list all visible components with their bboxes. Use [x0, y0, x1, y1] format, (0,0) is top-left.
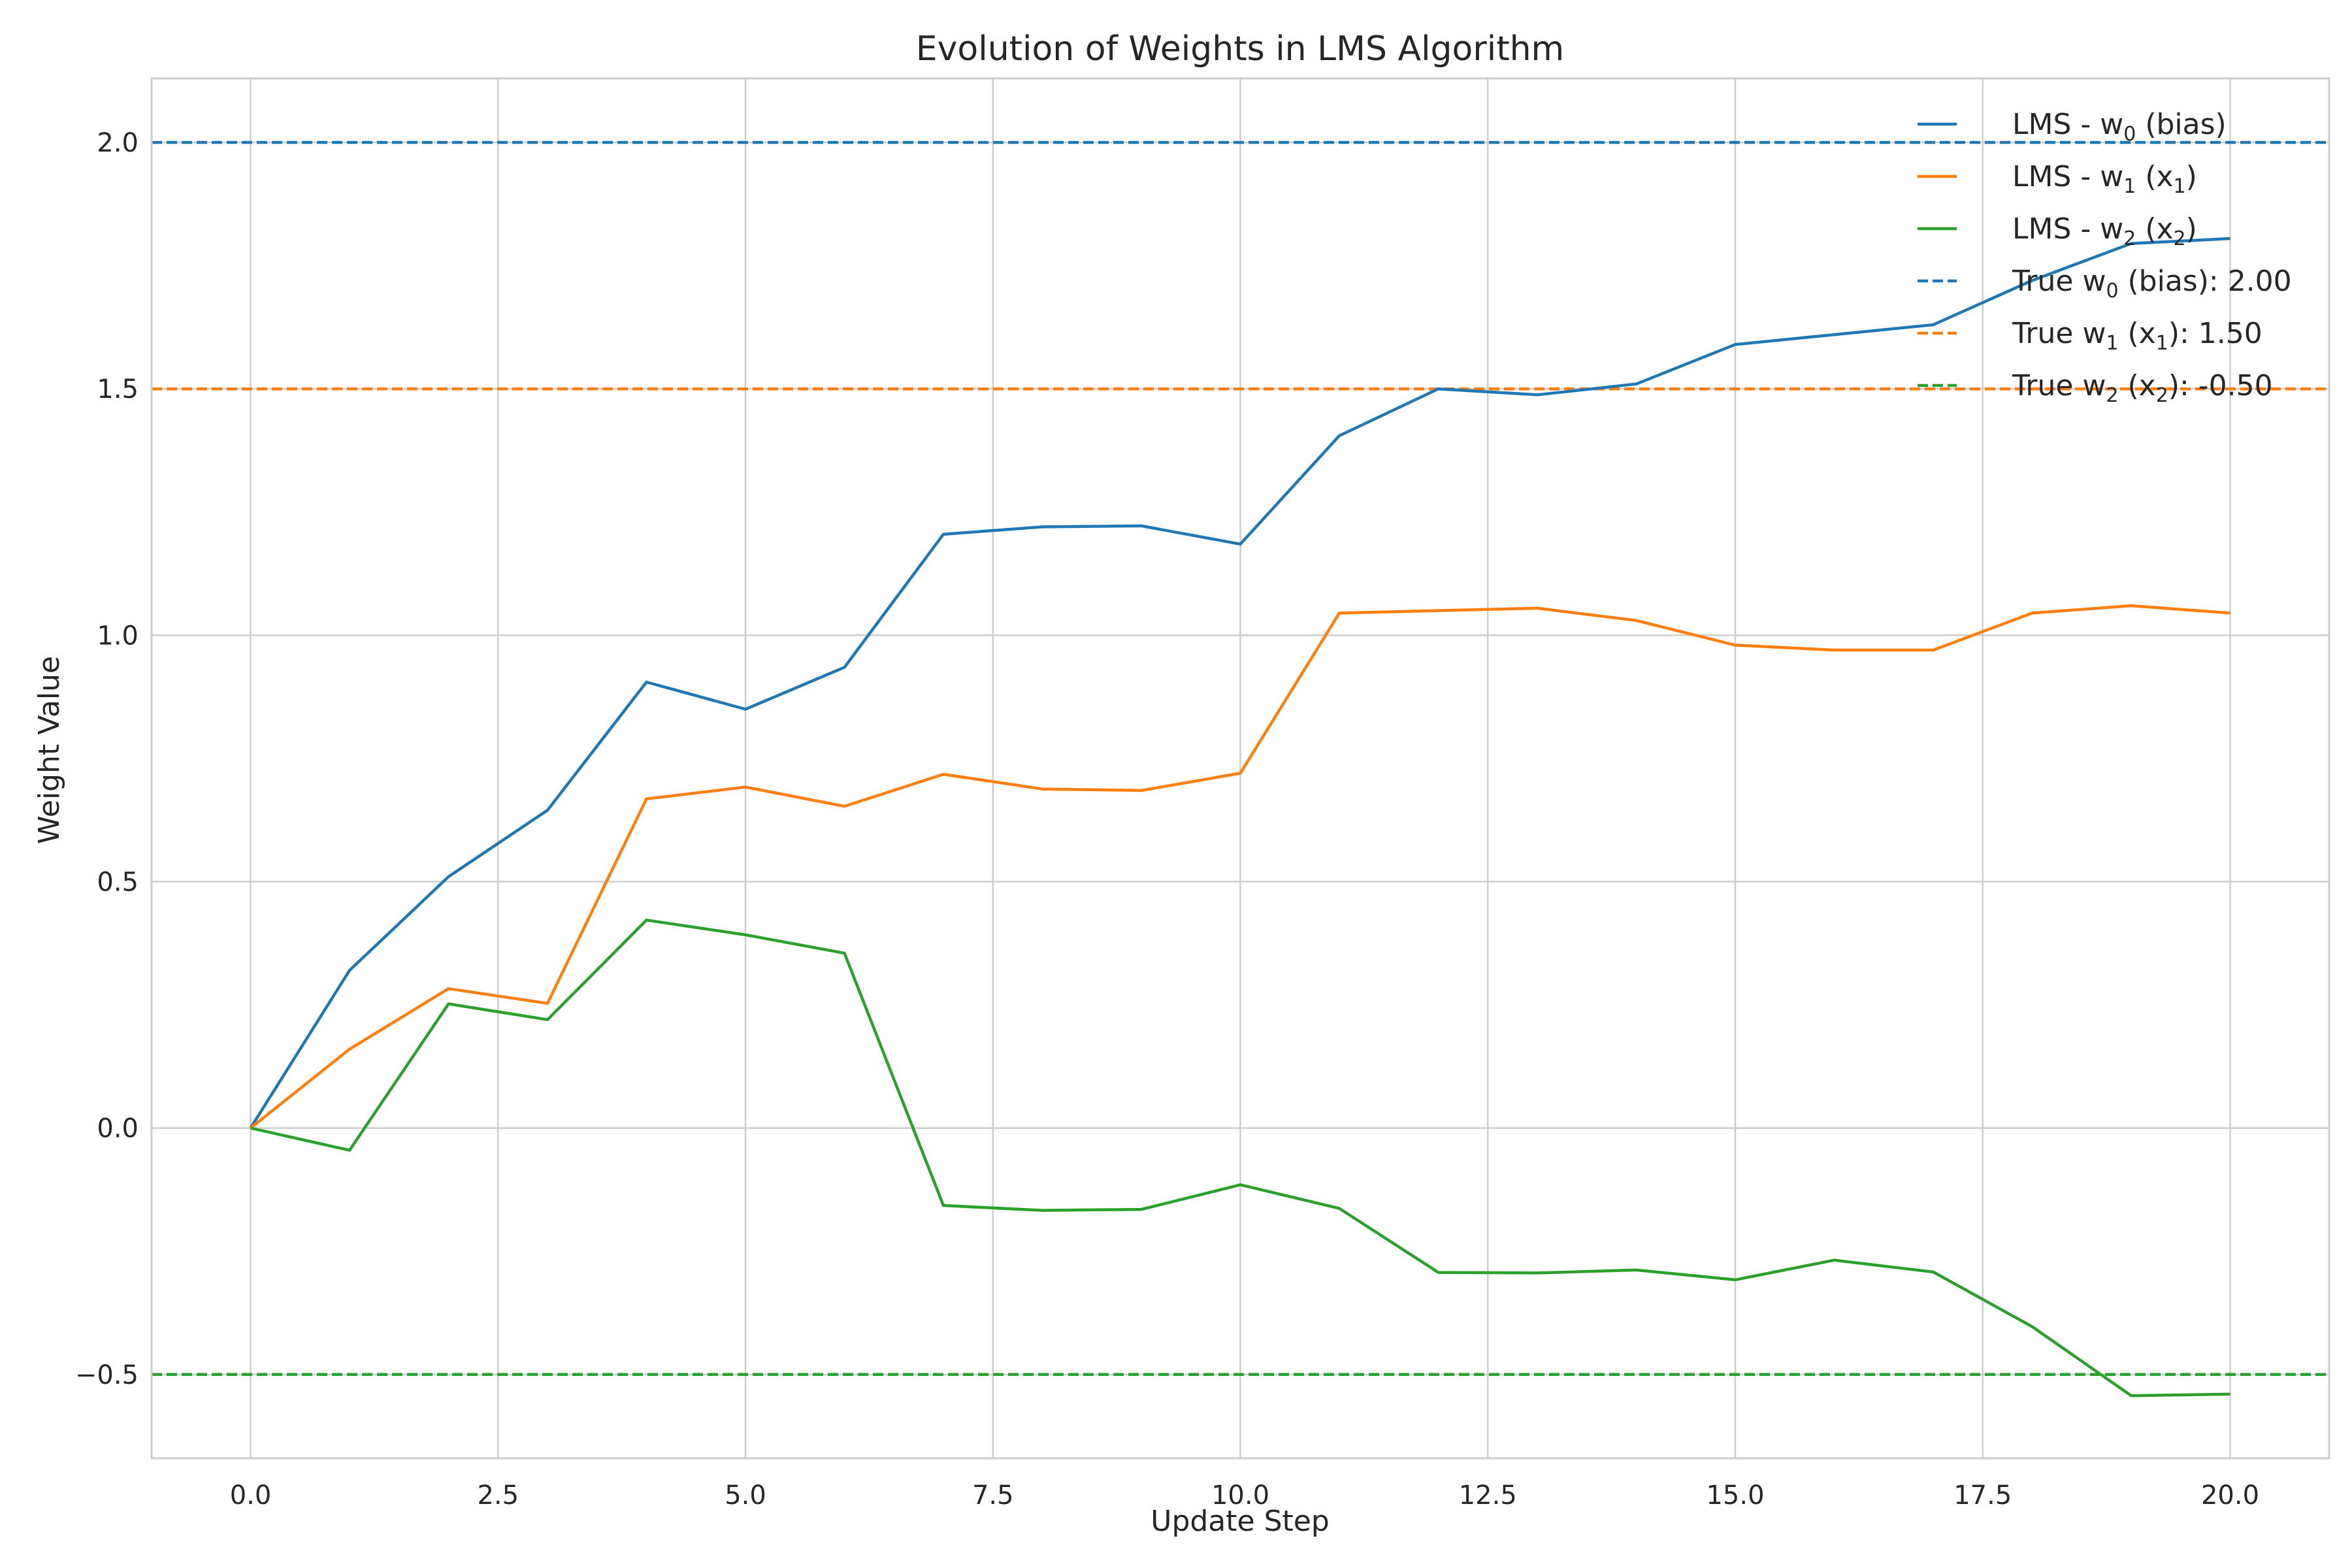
legend-label-1: LMS - w1 (x1): [2012, 160, 2197, 198]
series-line-2: [250, 919, 2230, 1397]
x-tick-label: 17.5: [1953, 1480, 2012, 1511]
series-lines: [249, 237, 2230, 1397]
y-tick-label: 1.0: [97, 621, 139, 651]
y-axis-label: Weight Value: [33, 656, 66, 844]
y-tick-label: −0.5: [75, 1360, 139, 1390]
y-tick-label: 0.0: [97, 1114, 139, 1144]
x-tick-label: 10.0: [1211, 1480, 1269, 1511]
x-tick-label: 5.0: [725, 1480, 766, 1511]
plot-frame: [150, 77, 2330, 1460]
legend-label-0: LMS - w0 (bias): [2012, 108, 2227, 146]
grid: [152, 78, 2329, 1458]
legend-label-4: True w1 (x1): 1.50: [2012, 317, 2262, 355]
legend: LMS - w0 (bias) LMS - w1 (x1) LMS - w2 (x2…: [1918, 108, 2292, 407]
series-line-1: [250, 604, 2230, 1130]
chart-title: Evolution of Weights in LMS Algorithm: [916, 29, 1564, 69]
x-tick-label: 12.5: [1459, 1480, 1517, 1511]
y-tick-label: 1.5: [97, 374, 139, 404]
x-axis-ticks: 0.0 2.5 5.0 7.5 10.0 12.5 15.0 17.5 20.0: [230, 1480, 2259, 1511]
x-axis-label: Update Step: [1151, 1505, 1330, 1538]
y-tick-label: 2.0: [97, 128, 139, 158]
x-tick-label: 20.0: [2201, 1480, 2259, 1511]
series-line-0: [249, 237, 2230, 1129]
reference-lines: [152, 140, 2329, 1377]
x-tick-label: 0.0: [230, 1480, 272, 1511]
legend-label-3: True w0 (bias): 2.00: [2012, 265, 2292, 302]
x-tick-label: 2.5: [477, 1480, 519, 1511]
legend-label-5: True w2 (x2): -0.50: [2012, 369, 2273, 407]
legend-label-2: LMS - w2 (x2): [2012, 212, 2197, 250]
y-axis-ticks: −0.5 0.0 0.5 1.0 1.5 2.0: [75, 128, 139, 1390]
y-tick-label: 0.5: [97, 867, 139, 897]
x-tick-label: 7.5: [972, 1480, 1014, 1511]
x-tick-label: 15.0: [1706, 1480, 1764, 1511]
